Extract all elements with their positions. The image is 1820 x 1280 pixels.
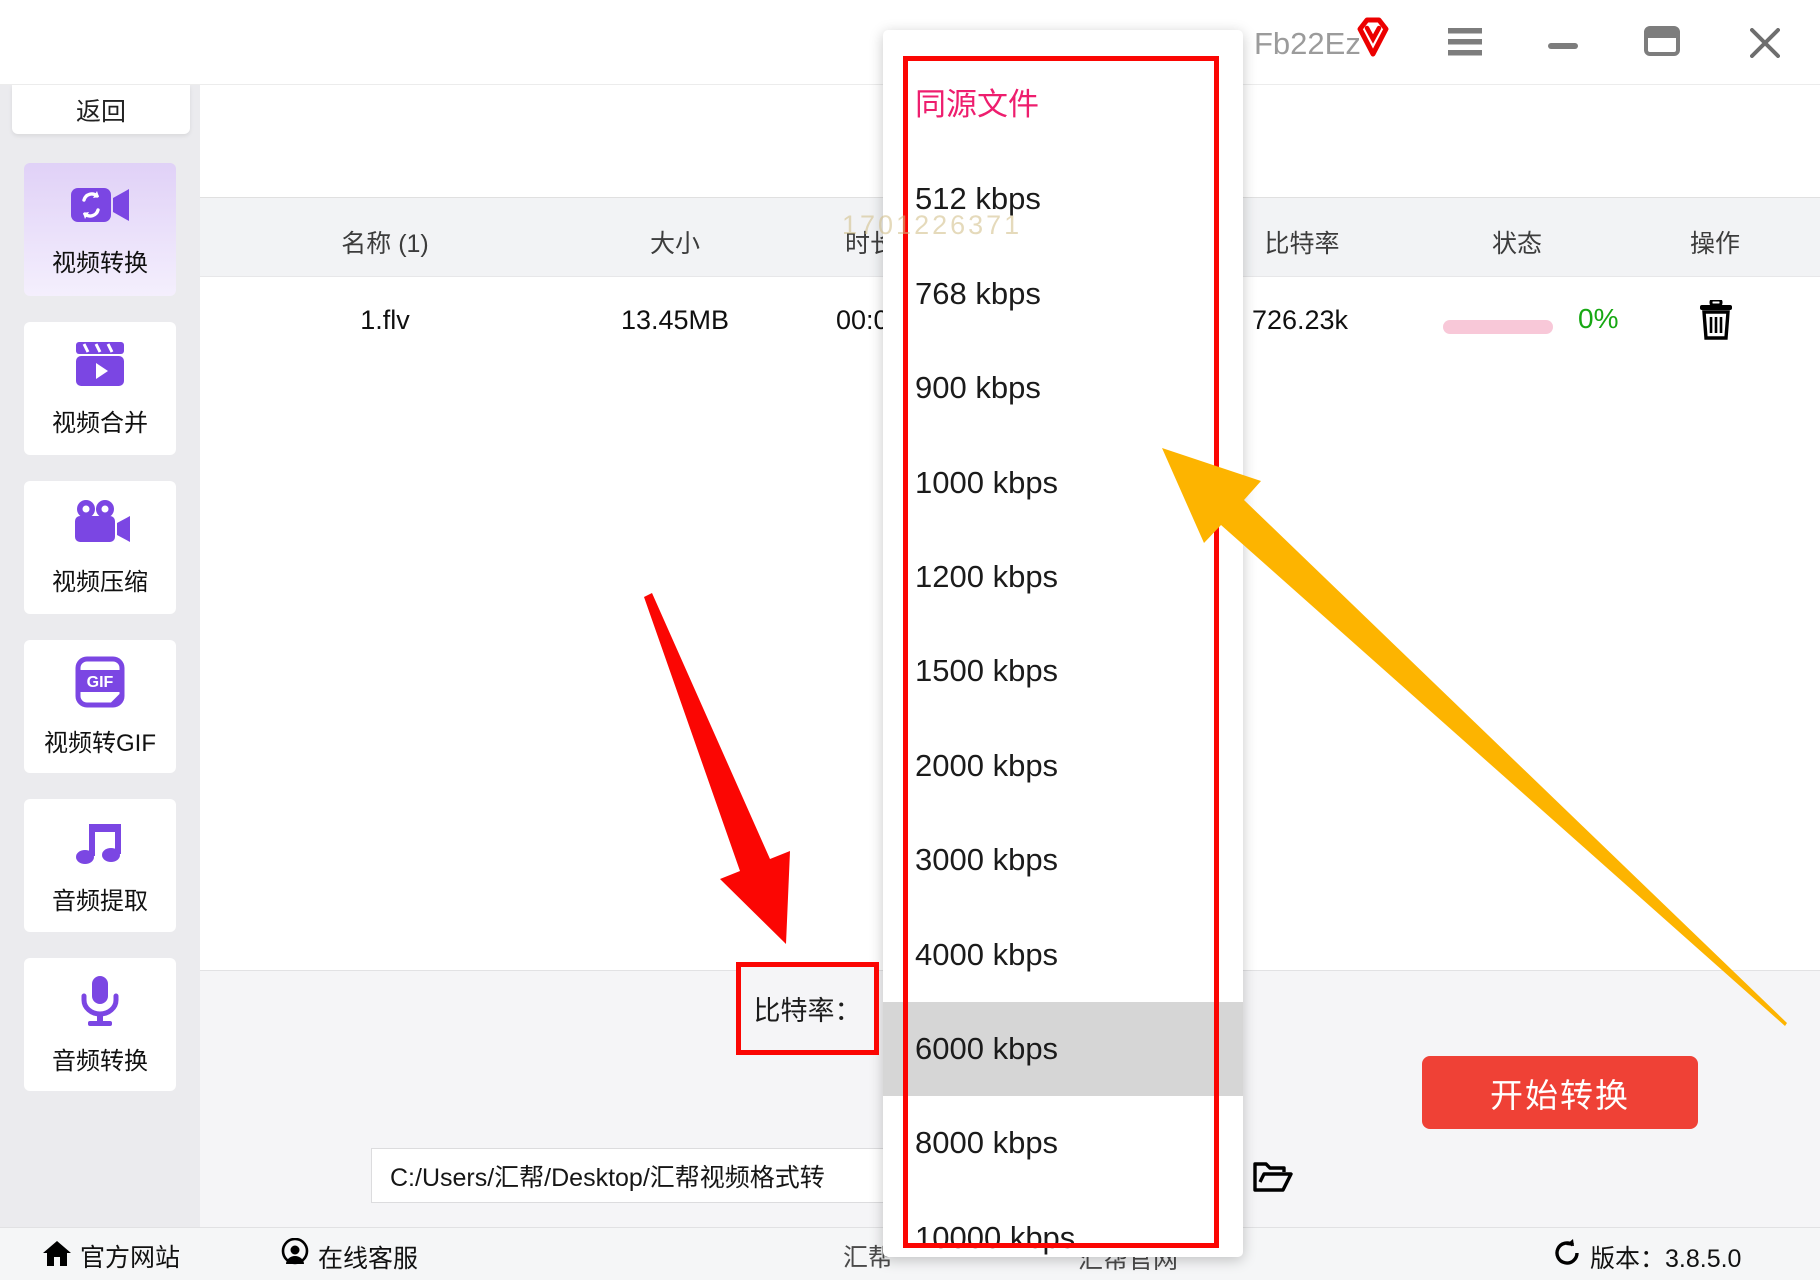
dropdown-option-6000[interactable]: 6000 kbps	[883, 1001, 1243, 1097]
col-name: 名称 (1)	[341, 230, 429, 258]
sidebar-item-video-convert[interactable]: 视频转换	[24, 163, 176, 296]
bitrate-dropdown-list: 同源文件 512 kbps 768 kbps 900 kbps 1000 kbp…	[883, 30, 1243, 1257]
gif-file-icon: GIF	[72, 656, 128, 713]
video-compress-icon	[69, 499, 131, 552]
folder-browse-icon[interactable]	[1252, 1160, 1294, 1201]
col-bitrate: 比特率	[1264, 230, 1340, 258]
delete-trash-icon[interactable]	[1698, 298, 1734, 345]
sidebar: 返回 视频转换 视频合并	[0, 85, 200, 1227]
dropdown-option-4000[interactable]: 4000 kbps	[915, 936, 1059, 972]
sidebar-item-video-to-gif[interactable]: GIF 视频转GIF	[24, 640, 176, 773]
dropdown-option-1200[interactable]: 1200 kbps	[915, 558, 1059, 594]
dropdown-option-8000[interactable]: 8000 kbps	[915, 1125, 1059, 1161]
online-service-link[interactable]: 在线客服	[280, 1237, 419, 1275]
file-name: 1.flv	[360, 305, 410, 335]
refresh-icon[interactable]	[1552, 1238, 1582, 1275]
dropdown-option-1000[interactable]: 1000 kbps	[915, 464, 1059, 500]
online-service-label: 在线客服	[318, 1244, 419, 1273]
col-size: 大小	[649, 230, 701, 258]
video-merge-icon	[72, 340, 128, 393]
vip-icon[interactable]	[1350, 14, 1396, 65]
bitrate-label: 比特率：	[753, 996, 862, 1026]
output-dir-value: C:/Users/汇帮/Desktop/汇帮视频格式转	[390, 1163, 825, 1192]
close-icon[interactable]	[1750, 28, 1780, 63]
dropdown-option-1500[interactable]: 1500 kbps	[915, 653, 1059, 689]
sidebar-item-label: 视频压缩	[52, 568, 148, 596]
sidebar-item-label: 音频提取	[52, 887, 148, 915]
sidebar-item-audio-extract[interactable]: 音频提取	[24, 799, 176, 932]
username-text: Fb22Ez	[1254, 26, 1361, 61]
dropdown-option-2000[interactable]: 2000 kbps	[915, 747, 1059, 783]
microphone-icon	[78, 974, 122, 1031]
dropdown-option-512[interactable]: 512 kbps	[915, 181, 1041, 217]
dropdown-option-768[interactable]: 768 kbps	[915, 275, 1041, 311]
music-note-icon	[73, 816, 127, 871]
start-convert-button[interactable]: 开始转换	[1422, 1056, 1698, 1129]
sidebar-item-video-merge[interactable]: 视频合并	[24, 322, 176, 455]
maximize-icon[interactable]	[1644, 26, 1680, 61]
version-info: 版本：3.8.5.0	[1552, 1238, 1741, 1275]
bitrate-label-annotation: 比特率：	[736, 962, 879, 1055]
dropdown-option-source[interactable]: 同源文件	[915, 87, 1039, 122]
official-website-label: 官方网站	[80, 1244, 181, 1272]
home-icon	[42, 1239, 72, 1274]
col-action: 操作	[1689, 230, 1741, 258]
dropdown-option-3000[interactable]: 3000 kbps	[915, 842, 1059, 878]
version-label: 版本：3.8.5.0	[1590, 1244, 1742, 1273]
sidebar-item-label: 视频转GIF	[44, 729, 156, 757]
dropdown-option-10000[interactable]: 10000 kbps	[915, 1219, 1076, 1255]
file-duration: 00:0	[836, 305, 889, 335]
sidebar-item-label: 音频转换	[52, 1047, 148, 1075]
file-bitrate: 726.23k	[1251, 305, 1349, 335]
back-button[interactable]: 返回	[12, 85, 190, 134]
progress-percent: 0%	[1578, 303, 1619, 334]
sidebar-item-label: 视频合并	[52, 409, 148, 437]
progress-bar	[1443, 320, 1553, 334]
minimize-icon[interactable]	[1548, 38, 1578, 56]
col-status: 状态	[1491, 230, 1543, 258]
dropdown-option-900[interactable]: 900 kbps	[915, 370, 1041, 406]
svg-text:GIF: GIF	[87, 674, 114, 691]
sidebar-item-audio-convert[interactable]: 音频转换	[24, 958, 176, 1091]
official-website-link[interactable]: 官方网站	[42, 1238, 180, 1274]
menu-icon[interactable]	[1448, 28, 1482, 61]
sidebar-item-video-compress[interactable]: 视频压缩	[24, 481, 176, 614]
video-convert-icon	[69, 182, 131, 233]
customer-service-icon	[280, 1237, 310, 1275]
sidebar-item-label: 视频转换	[52, 249, 148, 277]
file-size: 13.45MB	[620, 305, 730, 335]
